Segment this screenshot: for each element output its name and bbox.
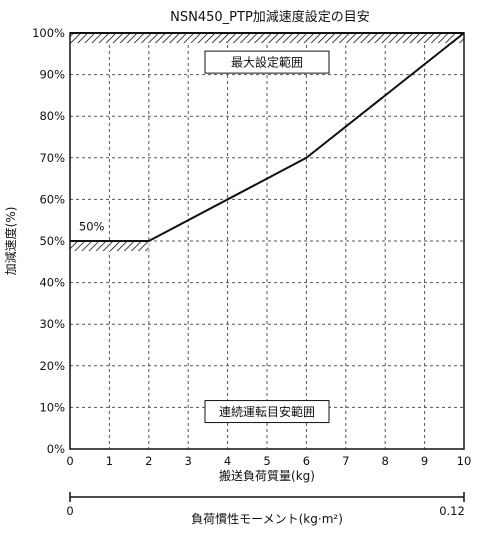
hatch-band: [70, 241, 149, 251]
y-tick-label: 70%: [39, 151, 65, 165]
secondary-axis: 0 0.12 負荷慣性モーメント(kg·m²): [66, 492, 465, 526]
secondary-axis-min-label: 0: [66, 504, 73, 518]
y-tick-label: 30%: [39, 317, 65, 331]
level-50-label: 50%: [79, 220, 105, 234]
x-tick-label: 4: [224, 454, 231, 468]
y-tick-label: 20%: [39, 359, 65, 373]
secondary-axis-max-label: 0.12: [439, 504, 465, 518]
y-tick-label: 80%: [39, 109, 65, 123]
y-tick-label: 90%: [39, 68, 65, 82]
x-tick-label: 6: [303, 454, 310, 468]
continuous-range-box: 連続運転目安範囲: [204, 400, 330, 424]
x-tick-label: 3: [185, 454, 192, 468]
continuous-range-label: 連続運転目安範囲: [219, 404, 315, 419]
x-tick-labels: 0 1 2 3 4 5 6 7 8 9 10: [66, 454, 471, 468]
plot-frame: [69, 32, 465, 450]
series-line: [70, 32, 465, 242]
x-tick-label: 2: [145, 454, 152, 468]
y-tick-label: 10%: [39, 400, 65, 414]
y-tick-label: 100%: [32, 26, 65, 40]
x-tick-label: 5: [263, 454, 270, 468]
continuous-range-box-frame: [204, 400, 330, 424]
max-range-box: 最大設定範囲: [204, 50, 330, 74]
x-axis-label: 搬送負荷質量(kg): [219, 468, 315, 483]
chart-title: NSN450_PTP加減速度設定の目安: [170, 9, 370, 25]
y-tick-label: 60%: [39, 192, 65, 206]
x-tick-label: 7: [342, 454, 349, 468]
hatch-band: [70, 33, 464, 43]
x-tick-label: 9: [421, 454, 428, 468]
max-range-box-frame: [204, 50, 330, 74]
y-tick-label: 40%: [39, 276, 65, 290]
y-axis-label: 加減速度(%): [3, 207, 18, 276]
max-range-label: 最大設定範囲: [231, 55, 303, 70]
x-tick-label: 1: [106, 454, 113, 468]
y-tick-label: 50%: [39, 234, 65, 248]
secondary-axis-label: 負荷慣性モーメント(kg·m²): [191, 511, 343, 526]
x-tick-label: 0: [66, 454, 73, 468]
x-tick-label: 8: [382, 454, 389, 468]
x-tick-label: 10: [457, 454, 472, 468]
y-tick-labels: 0% 10% 20% 30% 40% 50% 60% 70% 80% 90% 100%: [32, 26, 65, 456]
y-tick-label: 0%: [47, 442, 65, 456]
